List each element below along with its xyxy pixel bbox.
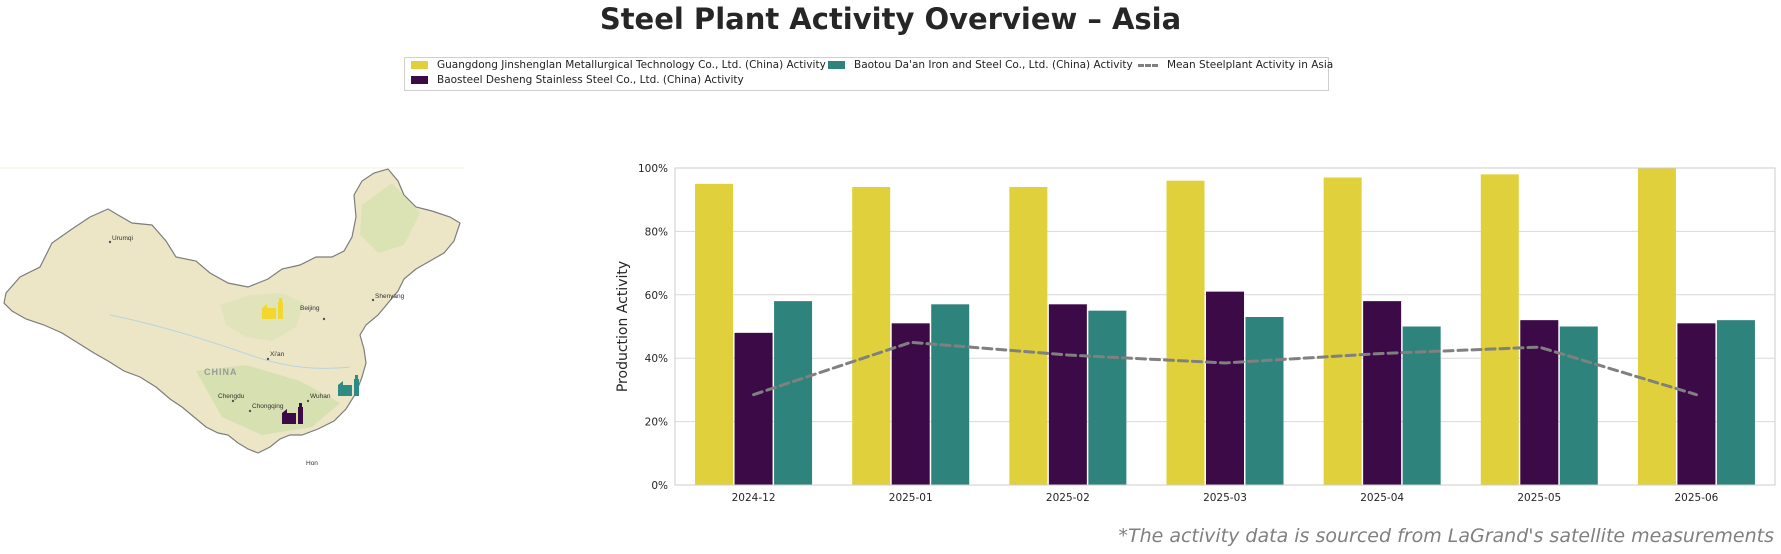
legend-line-mean — [1138, 63, 1158, 67]
legend-label-baosteel: Baosteel Desheng Stainless Steel Co., Lt… — [437, 74, 744, 86]
city-label-urumqi: Urumqi — [112, 235, 133, 242]
x-tick-label: 2025-03 — [1203, 492, 1247, 504]
activity-bar-chart: 0% 20% 40% 60% 80% 100% 2024-12 2025-01 2025-02 2… — [615, 163, 1776, 504]
bar-guangdong — [695, 183, 734, 485]
bar-series — [695, 168, 1755, 485]
x-tick-label: 2024-12 — [732, 492, 776, 504]
city-label-shenyang: Shenyang — [375, 293, 405, 300]
legend-item-baotou: Baotou Da'an Iron and Steel Co., Ltd. (C… — [828, 57, 1133, 73]
city-label-chongqing: Chongqing — [252, 403, 284, 410]
factory-icon — [338, 375, 359, 396]
bar-baotou — [1088, 310, 1127, 485]
city-label-xian: Xi'an — [270, 351, 285, 358]
bar-baosteel — [1677, 323, 1716, 485]
x-tick-label: 2025-01 — [889, 492, 933, 504]
city-dot-beijing — [322, 317, 326, 321]
y-tick-label: 100% — [638, 163, 668, 175]
bar-baosteel — [1520, 320, 1559, 485]
legend-swatch-baotou — [828, 61, 845, 69]
legend-label-baotou: Baotou Da'an Iron and Steel Co., Ltd. (C… — [854, 59, 1133, 71]
map-river — [109, 314, 351, 369]
plot-frame — [674, 167, 1776, 486]
bar-baosteel — [734, 332, 773, 485]
bar-guangdong — [1637, 168, 1676, 485]
city-dot-wuhan — [306, 399, 310, 403]
city-dot-chengdu — [231, 399, 235, 403]
map-terrain-south — [196, 365, 340, 435]
bar-baotou — [774, 301, 813, 485]
bar-guangdong — [1480, 174, 1519, 485]
city-dot-xian — [266, 357, 270, 361]
x-tick-label: 2025-05 — [1517, 492, 1561, 504]
bar-baotou — [1245, 316, 1284, 485]
page-title: Steel Plant Activity Overview – Asia — [599, 2, 1182, 36]
y-axis-label: Production Activity — [615, 261, 631, 392]
bar-baosteel — [1363, 301, 1402, 485]
bar-baosteel — [1206, 291, 1244, 485]
factory-icon — [262, 298, 283, 319]
bar-guangdong — [852, 187, 891, 485]
legend-swatch-guangdong — [411, 61, 428, 69]
source-note: *The activity data is sourced from LaGra… — [1118, 525, 1774, 547]
legend-item-baosteel: Baosteel Desheng Stainless Steel Co., Lt… — [411, 72, 744, 88]
bar-baotou — [931, 304, 970, 485]
city-label-chengdu: Chengdu — [218, 393, 245, 400]
x-tick-label: 2025-02 — [1046, 492, 1090, 504]
y-tick-label: 40% — [645, 353, 668, 365]
legend-label-guangdong: Guangdong Jinshenglan Metallurgical Tech… — [437, 59, 826, 71]
bar-guangdong — [1166, 180, 1205, 485]
mean-activity-line — [752, 340, 1698, 397]
y-tick-label: 80% — [645, 226, 668, 238]
bar-guangdong — [1009, 187, 1048, 485]
bar-baotou — [1716, 320, 1755, 485]
bar-baotou — [1559, 326, 1598, 485]
x-tick-label: 2025-04 — [1360, 492, 1404, 504]
legend-swatch-baosteel — [411, 76, 428, 84]
city-dot-urumqi — [108, 240, 112, 244]
legend-item-guangdong: Guangdong Jinshenglan Metallurgical Tech… — [411, 57, 826, 73]
map-terrain-northeast — [360, 183, 420, 253]
axes: 0% 20% 40% 60% 80% 100% 2024-12 2025-01 2025-02 2… — [638, 163, 1776, 504]
chart-legend: Guangdong Jinshenglan Metallurgical Tech… — [404, 57, 1333, 91]
bar-guangdong — [1323, 177, 1362, 485]
y-tick-label: 0% — [651, 480, 668, 492]
city-label-beijing: Beijing — [300, 305, 320, 312]
city-dot-chongqing — [248, 409, 252, 413]
city-label-wuhan: Wuhan — [310, 393, 331, 400]
china-map: Urumqi Beijing Shenyang Xi'an Chengdu Ch… — [0, 167, 465, 467]
factory-icon — [282, 403, 303, 424]
mean-line-layer — [752, 340, 1698, 397]
legend-label-mean: Mean Steelplant Activity in Asia — [1167, 59, 1334, 71]
legend-item-mean: Mean Steelplant Activity in Asia — [1138, 57, 1333, 73]
y-tick-label: 20% — [645, 417, 668, 429]
bar-baosteel — [891, 323, 930, 485]
bar-baosteel — [1048, 304, 1087, 485]
city-dot-shenyang — [371, 298, 375, 302]
y-tick-label: 60% — [645, 290, 668, 302]
city-label-hon: Hon — [306, 460, 318, 467]
x-tick-label: 2025-06 — [1674, 492, 1718, 504]
map-country-label: CHINA — [204, 367, 238, 377]
